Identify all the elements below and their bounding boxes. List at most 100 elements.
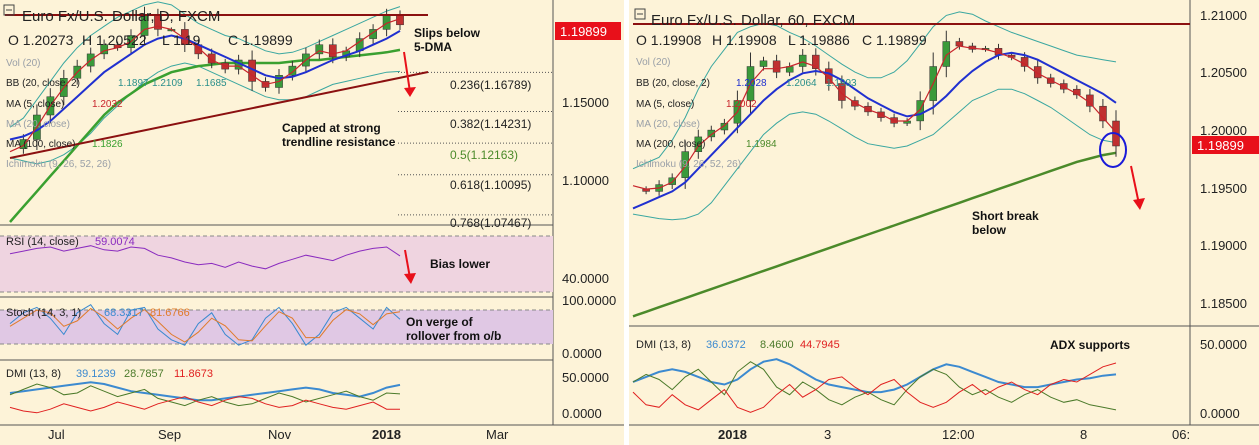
left-dmi-axis-top: 50.0000 xyxy=(562,370,609,385)
left-ma5-line xyxy=(9,18,401,153)
left-annot-slips-1: Slips below xyxy=(414,26,481,40)
left-annot-capped-1: Capped at strong xyxy=(282,121,381,135)
left-axis-110: 1.10000 xyxy=(562,173,609,188)
right-current-price: 1.19899 xyxy=(1197,138,1244,153)
right-candle xyxy=(772,60,781,73)
right-ohlc-low: L 1.19886 xyxy=(788,32,850,48)
left-x-nov: Nov xyxy=(268,427,292,442)
right-ma20-line xyxy=(632,51,1117,210)
right-ma200-label: MA (200, close) xyxy=(636,139,705,150)
left-trendline xyxy=(9,71,429,159)
left-fib-0768: 0.768(1.07467) xyxy=(450,216,531,230)
right-axis-120: 1.20000 xyxy=(1200,123,1247,138)
right-axis-121: 1.21000 xyxy=(1200,8,1247,23)
left-candle xyxy=(396,15,404,26)
chart-separator xyxy=(624,0,629,445)
left-ma20-label: MA (20, close) xyxy=(6,119,70,130)
right-x-8: 8 xyxy=(1080,427,1087,442)
right-dmi-series xyxy=(632,358,1117,413)
left-dmi-adx: 39.1239 xyxy=(76,368,116,380)
left-collapse-icon[interactable] xyxy=(3,4,15,16)
right-collapse-icon[interactable] xyxy=(634,8,646,20)
right-arrow-down xyxy=(1130,165,1140,205)
right-annot-short-2: below xyxy=(972,223,1007,237)
right-vol-label: Vol (20) xyxy=(636,57,670,68)
left-candle xyxy=(315,44,324,55)
left-stoch-axis-top: 100.0000 xyxy=(562,293,616,308)
left-dmi-plus: 28.7857 xyxy=(124,368,164,380)
left-candle xyxy=(207,53,216,64)
left-rsi-axis: 40.0000 xyxy=(562,271,609,286)
right-break-circle xyxy=(1099,132,1127,168)
right-bb-label: BB (20, close, 2) xyxy=(636,78,710,89)
left-annot-verge-2: rollover from o/b xyxy=(406,329,501,343)
left-dmi-minus: 11.8673 xyxy=(174,368,213,380)
right-x-06: 06: xyxy=(1172,427,1190,442)
right-ma5-line xyxy=(632,45,1117,190)
right-ma200-line xyxy=(632,151,1117,318)
right-candle xyxy=(720,122,729,131)
left-dmi-plus-line xyxy=(9,383,401,407)
left-dmi-adx-line xyxy=(9,381,401,402)
right-candle xyxy=(1033,66,1042,79)
right-candle xyxy=(942,41,951,67)
left-stoch-d-line xyxy=(9,307,401,343)
left-bb-mid: 1.1897 xyxy=(118,78,149,89)
left-rsi-line xyxy=(9,245,401,270)
right-annot-short-1: Short break xyxy=(972,209,1039,223)
left-ma5-label: MA (5, close) xyxy=(6,99,64,110)
right-ma20-label: MA (20, close) xyxy=(636,119,700,130)
left-ohlc-close: C 1.19899 xyxy=(228,32,293,48)
right-x-2018: 2018 xyxy=(718,427,747,442)
right-dmi-adx: 36.0372 xyxy=(706,339,746,351)
left-ohlc-open: O 1.20273 xyxy=(8,32,74,48)
right-annot-adx: ADX supports xyxy=(1050,338,1130,352)
right-ma200-value: 1.1984 xyxy=(746,139,777,150)
right-candle xyxy=(694,136,703,152)
left-arrow-head-2 xyxy=(404,273,416,284)
right-ma5-label: MA (5, close) xyxy=(636,99,694,110)
right-candle xyxy=(798,54,807,67)
left-current-price: 1.19899 xyxy=(560,24,607,39)
left-dmi-series xyxy=(9,381,401,414)
right-arrow-head xyxy=(1133,198,1145,210)
left-current-price-box xyxy=(555,22,621,40)
right-candle xyxy=(707,129,716,138)
right-dmi-minus: 44.7945 xyxy=(800,339,840,351)
right-candle xyxy=(668,177,676,185)
right-dmi-plus: 8.4600 xyxy=(760,339,794,351)
right-hourly-chart: Euro Fx/U.S. Dollar, 60, FXCM O 1.19908 … xyxy=(629,0,1259,445)
left-annot-capped-2: trendline resistance xyxy=(282,135,396,149)
left-ma5-value: 1.2032 xyxy=(92,99,123,110)
right-ohlc-open: O 1.19908 xyxy=(636,32,702,48)
left-dmi-minus-line xyxy=(9,396,400,414)
left-ichimoku-label: Ichimoku (9, 26, 52, 26) xyxy=(6,159,111,170)
right-ma5-value: 1.2002 xyxy=(726,99,757,110)
left-stoch-label: Stoch (14, 3, 1) xyxy=(6,307,81,319)
right-current-price-box xyxy=(1192,136,1259,154)
left-fib-0382: 0.382(1.14231) xyxy=(450,117,531,131)
right-ohlc-close: C 1.19899 xyxy=(862,32,927,48)
right-x-1200: 12:00 xyxy=(942,427,975,442)
left-chart-background xyxy=(0,0,624,445)
left-arrow-down-1 xyxy=(403,51,411,93)
left-candle xyxy=(19,139,28,149)
left-vol-label: Vol (20) xyxy=(6,58,40,69)
right-axis-1185: 1.18500 xyxy=(1200,296,1247,311)
right-dmi-adx-line xyxy=(632,358,1117,394)
left-arrow-down-2 xyxy=(404,249,411,279)
left-fib-05: 0.5(1.12163) xyxy=(450,148,518,162)
left-fib-levels xyxy=(398,71,553,216)
right-dmi-axis-top: 50.0000 xyxy=(1200,337,1247,352)
left-rsi-series xyxy=(9,245,401,270)
right-bb-mid: 1.2028 xyxy=(736,78,767,89)
left-stoch-axis-bottom: 0.0000 xyxy=(562,346,602,361)
left-candle xyxy=(369,29,377,39)
right-candle xyxy=(812,54,820,69)
right-candle xyxy=(1020,57,1029,67)
right-candle xyxy=(1099,105,1107,122)
right-dmi-axis-bottom: 0.0000 xyxy=(1200,406,1240,421)
left-stoch-series xyxy=(9,304,401,346)
